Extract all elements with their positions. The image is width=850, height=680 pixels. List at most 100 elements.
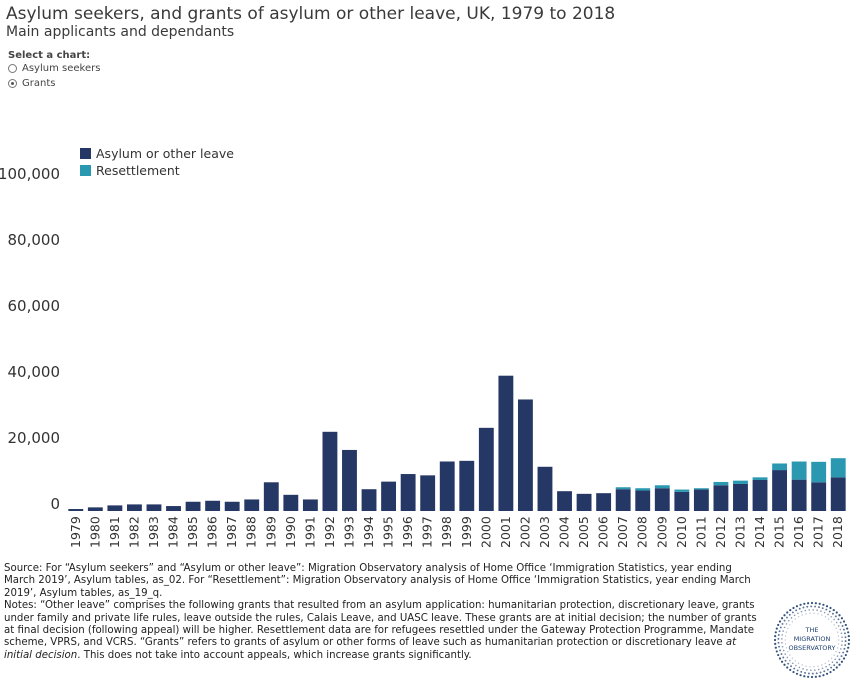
- radio-grants[interactable]: Grants: [8, 78, 55, 89]
- x-tick-label: 2001: [498, 516, 513, 548]
- x-tick-label: 1987: [224, 516, 239, 548]
- logo-text-3: OBSERVATORY: [789, 644, 836, 652]
- x-tick-label: 1997: [420, 516, 435, 548]
- y-tick-label: 100,000: [0, 165, 60, 183]
- x-tick-label: 1984: [166, 516, 181, 548]
- y-tick-label: 20,000: [8, 429, 61, 447]
- x-tick-label: 1992: [322, 516, 337, 548]
- bar-resettlement: [713, 481, 729, 486]
- x-tick-label: 2012: [713, 516, 728, 548]
- bar-resettlement: [830, 458, 846, 478]
- bar-asylum-or-other-leave: [498, 375, 514, 511]
- x-tick-label: 2017: [811, 516, 826, 548]
- radio-checked-icon[interactable]: [8, 79, 17, 88]
- x-tick-label: 2011: [693, 516, 708, 548]
- radio-asylum-seekers[interactable]: Asylum seekers: [8, 63, 100, 74]
- bar-asylum-or-other-leave: [713, 485, 729, 511]
- radio-icon[interactable]: [8, 64, 17, 73]
- bar-asylum-or-other-leave: [615, 489, 631, 511]
- y-tick-label: 80,000: [8, 231, 61, 249]
- x-tick-label: 1981: [107, 516, 122, 548]
- bar-asylum-or-other-leave: [733, 483, 748, 511]
- bar-asylum-or-other-leave: [674, 491, 690, 511]
- notes-italic: at initial decision: [4, 637, 737, 661]
- x-tick-label: 2002: [517, 516, 532, 548]
- logo-text-2: MIGRATION: [794, 635, 831, 643]
- x-tick-label: 1989: [263, 516, 278, 548]
- x-tick-label: 1986: [205, 516, 220, 548]
- bar-asylum-or-other-leave: [361, 489, 377, 511]
- bar-asylum-or-other-leave: [127, 504, 142, 511]
- legend-label: Resettlement: [96, 163, 180, 178]
- bar-asylum-or-other-leave: [439, 461, 455, 511]
- bar-asylum-or-other-leave: [107, 505, 123, 511]
- x-tick-label: 1980: [87, 516, 102, 548]
- bar-asylum-or-other-leave: [576, 493, 592, 511]
- y-tick-label: 60,000: [8, 297, 61, 315]
- x-tick-label: 2005: [576, 516, 591, 548]
- bar-resettlement: [635, 488, 651, 491]
- x-tick-label: 2013: [732, 516, 747, 548]
- bar-resettlement: [811, 461, 827, 483]
- bar-resettlement: [772, 463, 788, 471]
- bar-asylum-or-other-leave: [68, 509, 84, 511]
- x-tick-label: 1983: [146, 516, 161, 548]
- x-tick-label: 2000: [478, 516, 493, 548]
- bar-resettlement: [752, 477, 768, 480]
- x-tick-label: 2018: [830, 516, 845, 548]
- bar-chart: 0 20,000 40,000 60,000 80,000 100,000 1979 1980…: [0, 146, 846, 548]
- x-tick-label: 1996: [400, 516, 415, 548]
- chart-subtitle: Main applicants and dependants: [6, 24, 235, 40]
- bar-asylum-or-other-leave: [342, 449, 357, 511]
- bar-asylum-or-other-leave: [830, 477, 846, 511]
- bar-asylum-or-other-leave: [478, 427, 494, 511]
- bar-resettlement: [733, 480, 748, 484]
- x-tick-label: 1979: [68, 516, 83, 548]
- radio-label: Asylum seekers: [22, 63, 101, 74]
- bar-asylum-or-other-leave: [811, 482, 827, 511]
- bar-asylum-or-other-leave: [146, 504, 162, 511]
- x-tick-label: 1995: [381, 516, 396, 548]
- x-tick-label: 2006: [596, 516, 611, 548]
- bar-asylum-or-other-leave: [185, 501, 201, 511]
- y-tick-label: 0: [50, 495, 60, 513]
- bar-asylum-or-other-leave: [459, 460, 475, 511]
- bar-asylum-or-other-leave: [263, 482, 279, 511]
- x-tick-label: 1985: [185, 516, 200, 548]
- x-tick-label: 1999: [459, 516, 474, 548]
- bar-asylum-or-other-leave: [244, 499, 260, 511]
- migration-observatory-logo: THE MIGRATION OBSERVATORY: [773, 601, 850, 679]
- bar-asylum-or-other-leave: [322, 431, 338, 511]
- bar-asylum-or-other-leave: [772, 470, 788, 511]
- y-tick-label: 40,000: [8, 363, 61, 381]
- bar-asylum-or-other-leave: [693, 489, 709, 511]
- x-tick-label: 1988: [244, 516, 259, 548]
- bar-asylum-or-other-leave: [557, 491, 572, 511]
- bar-asylum-or-other-leave: [537, 466, 553, 511]
- bar-asylum-or-other-leave: [791, 479, 807, 511]
- chart-selector-label: Select a chart:: [8, 50, 91, 61]
- legend-label: Asylum or other leave: [96, 146, 234, 161]
- bar-asylum-or-other-leave: [205, 500, 221, 511]
- bar-resettlement: [791, 461, 807, 480]
- x-tick-label: 1994: [361, 516, 376, 548]
- x-tick-label: 2007: [615, 516, 630, 548]
- bar-asylum-or-other-leave: [518, 399, 533, 511]
- x-tick-label: 1991: [302, 516, 317, 548]
- legend-swatch: [80, 148, 91, 159]
- bar-asylum-or-other-leave: [654, 488, 670, 511]
- bar-asylum-or-other-leave: [166, 506, 181, 511]
- bar-asylum-or-other-leave: [596, 493, 612, 511]
- radio-label: Grants: [22, 78, 56, 89]
- x-tick-label: 1998: [439, 516, 454, 548]
- x-tick-label: 1993: [341, 516, 356, 548]
- bar-asylum-or-other-leave: [752, 479, 768, 511]
- logo-text-1: THE: [805, 626, 819, 634]
- x-tick-label: 2015: [772, 516, 787, 548]
- x-tick-label: 2008: [635, 516, 650, 548]
- x-tick-label: 2009: [654, 516, 669, 548]
- x-tick-label: 1982: [126, 516, 141, 548]
- bar-resettlement: [615, 487, 631, 490]
- bar-asylum-or-other-leave: [420, 475, 436, 511]
- x-tick-label: 1990: [283, 516, 298, 548]
